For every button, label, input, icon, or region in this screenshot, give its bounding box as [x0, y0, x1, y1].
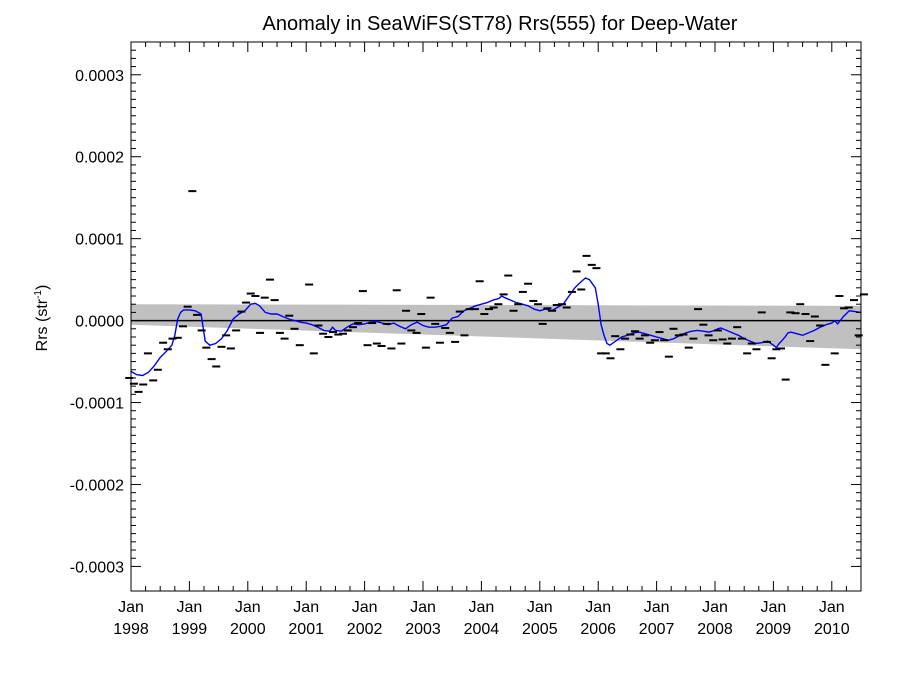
y-axis-label-base: Rrs (str [34, 298, 51, 351]
y-tick-label-6: -0.0003 [70, 559, 124, 576]
uncertainty-band-layer [131, 304, 861, 350]
y-tick-label-4: -0.0001 [70, 396, 124, 413]
x-tick-month-5: Jan [410, 599, 436, 616]
x-tick-year-1: 1999 [172, 621, 208, 638]
x-tick-month-7: Jan [527, 599, 553, 616]
x-tick-month-12: Jan [819, 599, 845, 616]
y-tick-label-0: 0.0003 [75, 68, 124, 85]
y-axis-label-close: ) [34, 285, 51, 290]
uncertainty-band [131, 304, 861, 350]
x-tick-month-11: Jan [761, 599, 787, 616]
y-tick-label-2: 0.0001 [75, 232, 124, 249]
x-tick-year-0: 1998 [113, 621, 149, 638]
smoothed-anomaly-line [130, 277, 862, 377]
x-tick-year-5: 2003 [405, 621, 441, 638]
y-axis-label-superscript: -1 [33, 290, 44, 299]
axis-ticks-layer [130, 41, 862, 591]
x-tick-month-9: Jan [644, 599, 670, 616]
y-tick-label-3: 0.0000 [75, 314, 124, 331]
smoothed-line-layer [130, 277, 862, 377]
x-tick-month-3: Jan [293, 599, 319, 616]
x-tick-labels: Jan 1998 Jan 1999 Jan 2000 Jan 2001 Jan 2002 Jan 20… [113, 599, 849, 638]
monthly-points-layer [125, 190, 868, 393]
x-tick-month-4: Jan [352, 599, 378, 616]
y-tick-label-5: -0.0002 [70, 477, 124, 494]
x-tick-month-0: Jan [118, 599, 144, 616]
x-tick-year-12: 2010 [814, 621, 850, 638]
x-tick-month-1: Jan [177, 599, 203, 616]
x-tick-year-9: 2007 [639, 621, 675, 638]
y-axis-label: Rrs (str-1) [33, 285, 51, 352]
x-tick-year-11: 2009 [756, 621, 792, 638]
x-tick-month-2: Jan [235, 599, 261, 616]
x-tick-year-4: 2002 [347, 621, 383, 638]
x-tick-year-8: 2006 [580, 621, 616, 638]
x-tick-year-2: 2000 [230, 621, 266, 638]
y-tick-label-1: 0.0002 [75, 150, 124, 167]
x-tick-year-7: 2005 [522, 621, 558, 638]
chart-title: Anomaly in SeaWiFS(ST78) Rrs(555) for De… [263, 13, 738, 35]
x-tick-month-6: Jan [469, 599, 495, 616]
x-tick-month-8: Jan [585, 599, 611, 616]
y-tick-labels: 0.0003 0.0002 0.0001 0.0000 -0.0001 -0.0002 -0… [70, 68, 124, 577]
x-tick-year-3: 2001 [288, 621, 324, 638]
x-tick-year-6: 2004 [464, 621, 500, 638]
x-tick-month-10: Jan [702, 599, 728, 616]
x-tick-year-10: 2008 [697, 621, 733, 638]
